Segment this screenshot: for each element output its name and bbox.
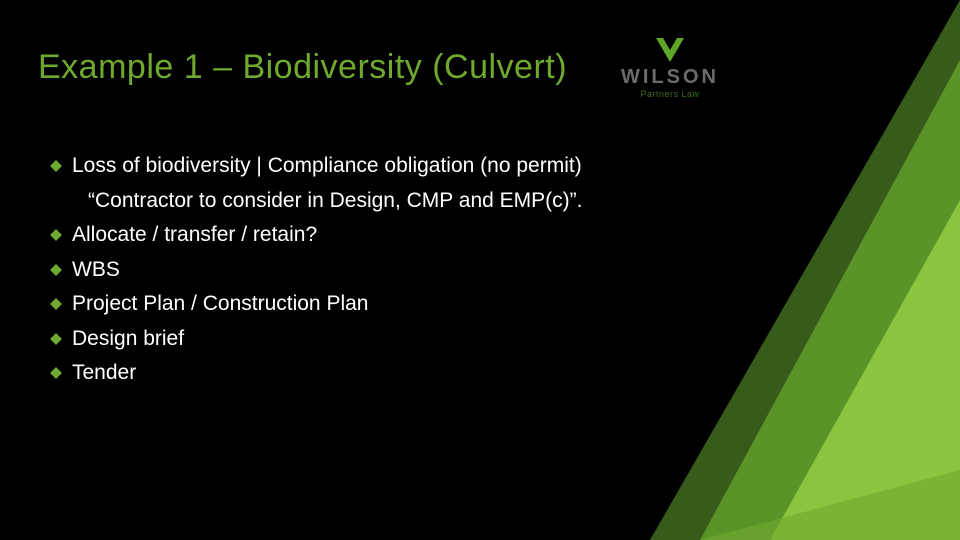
list-item: WBS [50, 254, 690, 287]
bullet-diamond-icon [50, 298, 72, 310]
logo-mark-icon [600, 38, 740, 62]
bullet-text: Tender [72, 357, 690, 390]
bullet-text: Allocate / transfer / retain? [72, 219, 690, 252]
bullet-text: Project Plan / Construction Plan [72, 288, 690, 321]
logo-subtext: Partners Law [600, 89, 740, 99]
bullet-text: WBS [72, 254, 690, 287]
bullet-diamond-icon [50, 160, 72, 172]
bullet-diamond-icon [50, 264, 72, 276]
bullet-subtext: “Contractor to consider in Design, CMP a… [88, 185, 690, 218]
bullet-text: Loss of biodiversity | Compliance obliga… [72, 150, 690, 183]
list-item: Design brief [50, 323, 690, 356]
slide-title: Example 1 – Biodiversity (Culvert) [38, 48, 567, 87]
logo: WILSON Partners Law [600, 38, 740, 99]
list-item: Allocate / transfer / retain? [50, 219, 690, 252]
bullet-diamond-icon [50, 229, 72, 241]
slide: Example 1 – Biodiversity (Culvert) WILSO… [0, 0, 960, 540]
list-item: Project Plan / Construction Plan [50, 288, 690, 321]
bullet-diamond-icon [50, 367, 72, 379]
logo-wordmark: WILSON [600, 66, 740, 89]
bullet-text: Design brief [72, 323, 690, 356]
list-item: Tender [50, 357, 690, 390]
list-item: Loss of biodiversity | Compliance obliga… [50, 150, 690, 183]
bullet-list: Loss of biodiversity | Compliance obliga… [50, 150, 690, 392]
bullet-diamond-icon [50, 333, 72, 345]
